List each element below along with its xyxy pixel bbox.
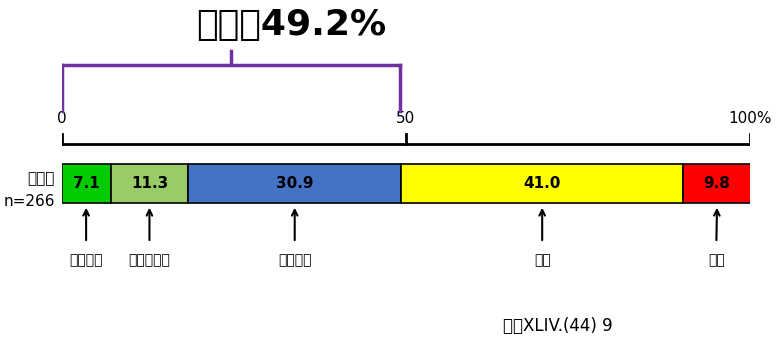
Text: 7.1: 7.1 bbox=[73, 176, 99, 191]
Text: 9.8: 9.8 bbox=[704, 176, 730, 191]
Text: n=266: n=266 bbox=[3, 194, 55, 209]
FancyBboxPatch shape bbox=[189, 164, 401, 203]
FancyBboxPatch shape bbox=[401, 164, 684, 203]
Text: 軽度改善: 軽度改善 bbox=[278, 253, 311, 267]
Text: 41.0: 41.0 bbox=[524, 176, 561, 191]
FancyBboxPatch shape bbox=[110, 164, 189, 203]
Text: 0: 0 bbox=[57, 111, 67, 126]
Text: 日胸XLIV.(44) 9: 日胸XLIV.(44) 9 bbox=[503, 317, 612, 335]
FancyBboxPatch shape bbox=[684, 164, 750, 203]
Text: 30.9: 30.9 bbox=[276, 176, 314, 191]
Text: 50: 50 bbox=[397, 111, 415, 126]
Text: 悪化: 悪化 bbox=[708, 253, 725, 267]
FancyBboxPatch shape bbox=[61, 164, 110, 203]
Text: 著明改善: 著明改善 bbox=[69, 253, 103, 267]
Text: 不変: 不変 bbox=[534, 253, 550, 267]
Text: 全症例: 全症例 bbox=[27, 171, 55, 186]
Text: 中等度改善: 中等度改善 bbox=[129, 253, 171, 267]
Text: 11.3: 11.3 bbox=[131, 176, 168, 191]
Text: 100%: 100% bbox=[729, 111, 772, 126]
Text: 改善率49.2%: 改善率49.2% bbox=[196, 7, 386, 42]
